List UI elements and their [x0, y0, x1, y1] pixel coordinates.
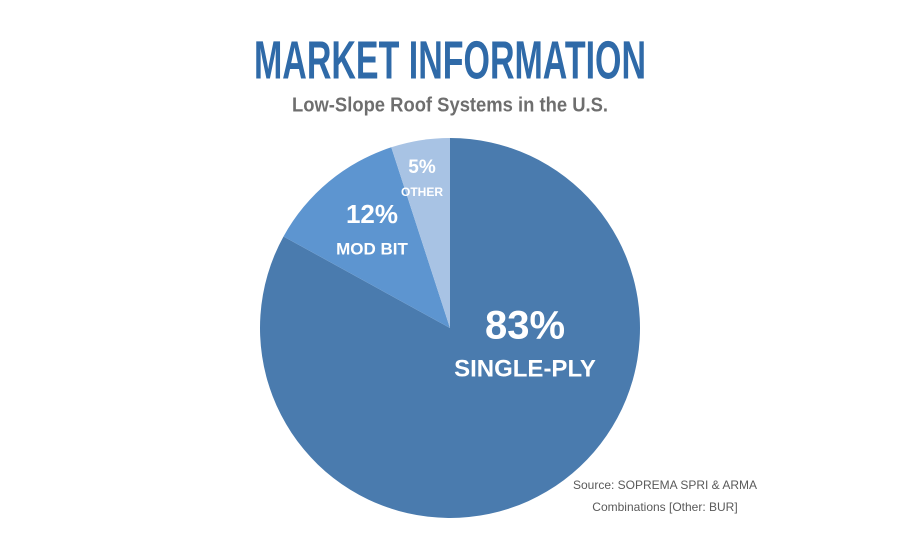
pie-slice	[391, 138, 450, 328]
category-label: MOD BIT	[336, 239, 408, 258]
source-note: Combinations [Other: BUR]	[592, 500, 737, 514]
source-note: Source: SOPREMA SPRI & ARMA	[573, 478, 757, 492]
category-label: OTHER	[401, 185, 443, 199]
category-label: SINGLE-PLY	[454, 355, 596, 382]
chart-subtitle: Low-Slope Roof Systems in the U.S.	[292, 94, 608, 116]
pie	[260, 138, 640, 518]
pie-slice	[283, 147, 450, 328]
value-label: 12%	[346, 199, 398, 229]
pie-labels: 83% SINGLE-PLY 12% MOD BIT 5% OTHER	[336, 157, 596, 382]
chart-title: MARKET INFORMATION	[254, 30, 646, 90]
value-label: 5%	[408, 157, 436, 178]
value-label: 83%	[485, 304, 565, 348]
